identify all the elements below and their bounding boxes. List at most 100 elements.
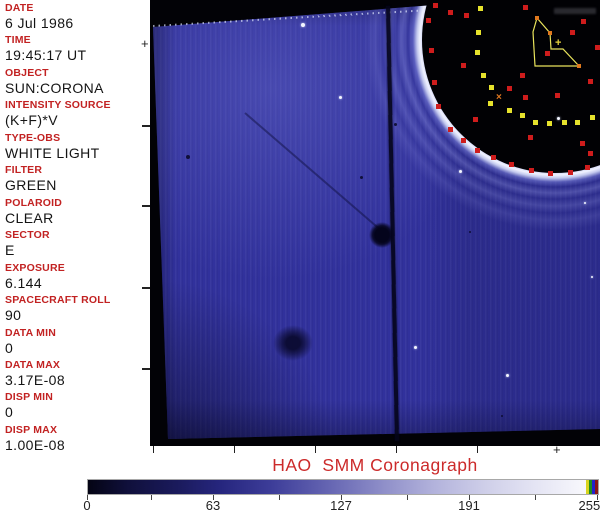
metadata-field: INTENSITY SOURCE (K+F)*V [5,99,147,129]
colorbar-minor-tick [151,495,152,500]
axis-plus-bottom-right: + [553,442,561,457]
red-marker-dot [594,44,600,50]
metadata-field-value: 6.144 [5,274,43,291]
yellow-marker-dot [589,114,595,120]
white-speck [301,23,305,27]
yellow-marker-dot [574,119,580,125]
metadata-field-label: DISP MIN [5,391,54,404]
dark-speck [393,122,397,126]
metadata-field-label: INTENSITY SOURCE [5,99,111,112]
dark-speck [501,415,503,417]
red-marker-dot [472,116,478,122]
metadata-field-label: DATA MAX [5,358,61,371]
metadata-field: TIME 19:45:17 UT [5,34,147,64]
coronagraph-image-canvas: + × [150,0,600,446]
metadata-field-value: GREEN [5,177,57,194]
red-marker-dot [587,150,593,156]
metadata-field: DATA MIN 0 [5,327,147,357]
metadata-field-label: DATE [5,2,34,14]
axis-plus-top-left: + [141,36,149,51]
axis-tick-left [142,287,150,289]
red-marker-dot [587,78,593,84]
colorbar-tick-label: 255 [578,498,600,513]
red-marker-dot [528,167,534,173]
metadata-field: SECTOR E [5,229,147,259]
white-speck [591,276,593,278]
yellow-marker-dot [506,107,512,113]
plot-title: HAO SMM Coronagraph [272,455,478,475]
red-marker-dot [569,29,575,35]
red-marker-dot [579,140,585,146]
axis-tick-left [142,368,150,370]
yellow-marker-dot [488,84,494,90]
metadata-field-label: FILTER [5,164,43,177]
yellow-marker-dot [519,112,525,118]
metadata-field-label: DATA MIN [5,326,56,339]
metadata-field: EXPOSURE 6.144 [5,262,147,292]
metadata-field-value: E [5,242,15,259]
metadata-field-label: POLAROID [5,196,63,209]
white-speck [584,202,586,204]
red-marker-dot [544,50,550,56]
colorbar [87,479,599,495]
metadata-field-value: 90 [5,307,22,324]
axis-tick-bottom [315,446,316,453]
red-marker-dot [490,154,496,160]
red-marker-dot [447,9,453,15]
red-marker-dot [567,169,573,175]
red-marker-dot [432,2,438,8]
colorbar-tick-label: 63 [205,498,221,513]
dust-blob [273,325,313,361]
red-marker-dot [519,72,525,78]
yellow-marker-dot [474,49,480,55]
metadata-field-value: CLEAR [5,209,54,226]
occulter-ball-shadow [369,222,395,248]
red-marker-dot [584,164,590,170]
yellow-marker-dot [532,119,538,125]
red-marker-dot [460,137,466,143]
colorbar-major-tick [341,495,342,500]
red-marker-dot [463,12,469,18]
metadata-field: TYPE-OBS WHITE LIGHT [5,132,147,162]
axis-tick-left [142,205,150,207]
colorbar-reserved-stripe [595,480,598,494]
orange-marker-dot [535,16,539,20]
red-marker-dot [527,134,533,140]
dark-speck [359,175,363,179]
white-speck [338,95,342,99]
metadata-field-label: SPACECRAFT ROLL [5,294,111,307]
orange-marker-dot [577,64,581,68]
metadata-field-label: DISP MAX [5,423,58,436]
metadata-field-value: 0 [5,339,14,356]
colorbar-major-tick [469,495,470,500]
red-marker-dot [522,94,528,100]
white-speck [556,116,560,120]
metadata-field-value: 6 Jul 1986 [5,15,74,31]
metadata-field: DISP MAX 1.00E-08 [5,424,147,454]
metadata-field-label: TYPE-OBS [5,131,61,144]
colorbar-tick-label: 191 [458,498,480,513]
red-marker-dot [522,4,528,10]
colorbar-tick-label: 127 [330,498,352,513]
orange-marker-dot [548,31,552,35]
metadata-field: FILTER GREEN [5,164,147,194]
axis-tick-left [142,125,150,127]
metadata-field-value: 3.17E-08 [5,371,66,388]
metadata-field: DATA MAX 3.17E-08 [5,359,147,389]
dark-speck [186,155,190,159]
axis-tick-bottom [396,446,397,453]
yellow-marker-dot [477,5,483,11]
metadata-field-label: OBJECT [5,66,49,79]
metadata-field-value: SUN:CORONA [5,79,104,96]
red-marker-dot [431,79,437,85]
plus-marker: + [555,37,562,49]
metadata-field: DATE 6 Jul 1986 [5,2,147,32]
colorbar-minor-tick [407,495,408,500]
red-marker-dot [435,103,441,109]
metadata-field: DISP MIN 0 [5,391,147,421]
gray-smear [554,8,596,14]
colorbar-reserved-stripe [592,480,595,494]
cross-marker: × [496,92,502,103]
colorbar-minor-tick [535,495,536,500]
